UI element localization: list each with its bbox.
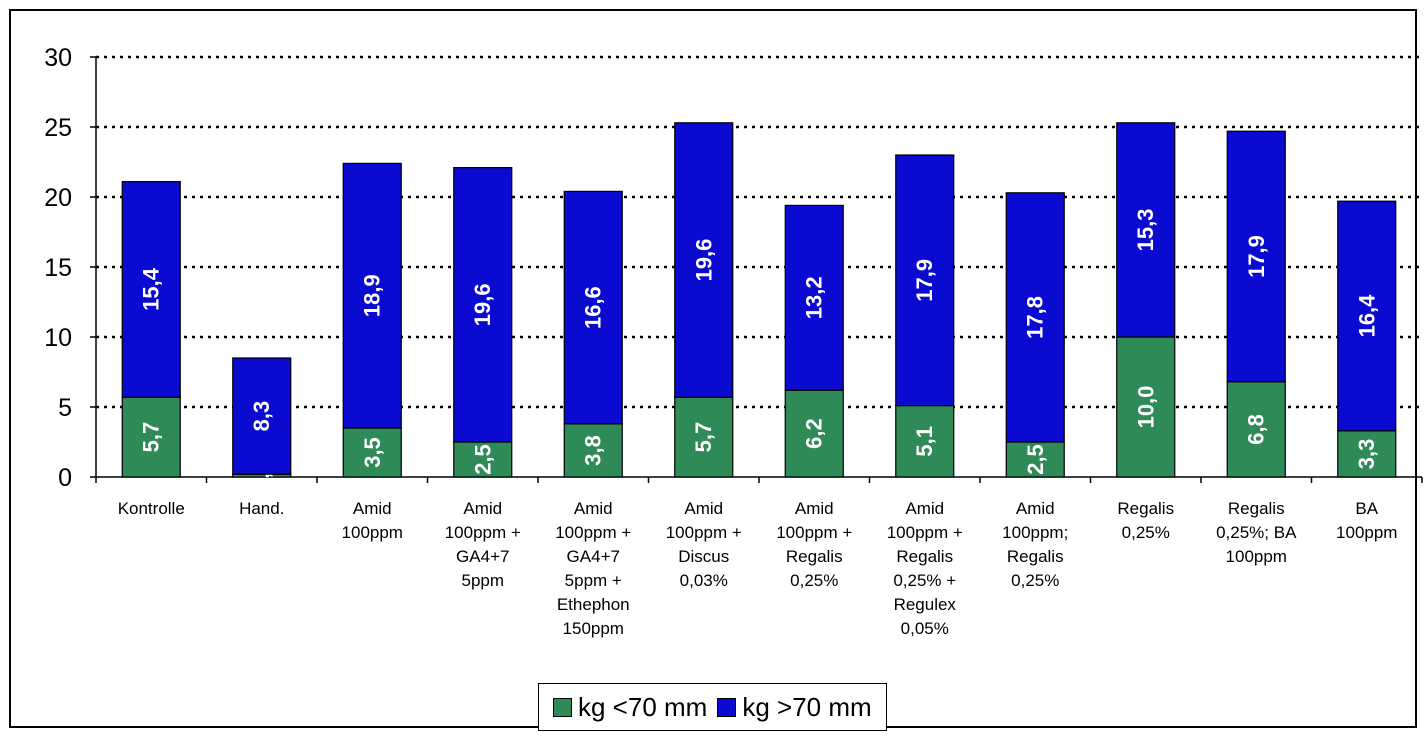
x-tick-label: Regalis — [1228, 499, 1285, 518]
data-label: 6,8 — [1244, 414, 1269, 445]
bar-segment-small — [1116, 336, 1176, 478]
x-tick-label: 100ppm — [1226, 547, 1287, 566]
legend-label-small: kg <70 mm — [578, 691, 708, 722]
bar-segment-small — [1005, 441, 1065, 478]
x-tick-label: 100ppm + — [555, 523, 631, 542]
x-tick-label: GA4+7 — [567, 547, 620, 566]
x-tick-label: 0,25% — [1011, 571, 1059, 590]
bar-segment-small — [1226, 381, 1286, 478]
x-tick-label: BA — [1355, 499, 1378, 518]
data-label: 5,7 — [139, 422, 164, 453]
x-tick-label: 0,03% — [680, 571, 728, 590]
bar-segment-large — [453, 167, 513, 443]
x-tick-label: 0,25%; BA — [1216, 523, 1297, 542]
x-tick-label: Regalis — [1117, 499, 1174, 518]
data-label: 3,5 — [360, 437, 385, 468]
data-label: 10,0 — [1133, 386, 1158, 429]
x-tick-label: 100ppm — [1336, 523, 1397, 542]
x-tick-label: Hand. — [239, 499, 284, 518]
data-label: 3,8 — [581, 435, 606, 466]
bar-segment-small — [342, 427, 402, 478]
x-tick-label: Amid — [463, 499, 502, 518]
legend-swatch-large — [717, 697, 737, 717]
data-label: 5,7 — [691, 422, 716, 453]
data-label: 17,9 — [912, 259, 937, 302]
x-tick-label: Regalis — [1007, 547, 1064, 566]
x-tick-label: 0,25% + — [893, 571, 956, 590]
y-tick-label: 30 — [44, 44, 72, 72]
bar-segment-large — [1005, 192, 1065, 443]
x-tick-label: 5ppm — [461, 571, 504, 590]
x-tick-label: 100ppm + — [445, 523, 521, 542]
bar-segment-large — [895, 154, 955, 407]
data-label: 15,3 — [1133, 208, 1158, 251]
x-tick-label: Amid — [905, 499, 944, 518]
legend-item-large: kg >70 mm — [717, 691, 872, 723]
legend-label-large: kg >70 mm — [742, 691, 872, 722]
x-tick-label: Amid — [353, 499, 392, 518]
y-tick-label: 0 — [58, 464, 72, 492]
x-tick-label: Discus — [678, 547, 729, 566]
x-tick-label: 100ppm — [342, 523, 403, 542]
data-label: 19,6 — [470, 283, 495, 326]
data-label: 2,5 — [470, 444, 495, 475]
data-label: 6,2 — [802, 418, 827, 449]
bar-segment-large — [784, 204, 844, 391]
x-tick-label: Kontrolle — [118, 499, 185, 518]
x-tick-label: Ethephon — [557, 595, 630, 614]
data-label: 18,9 — [360, 274, 385, 317]
legend-item-small: kg <70 mm — [553, 692, 707, 723]
data-label: 3,3 — [1354, 439, 1379, 470]
bar-segment-large — [1116, 122, 1176, 338]
x-tick-label: Regalis — [896, 547, 953, 566]
data-label: 17,8 — [1023, 296, 1048, 339]
data-label: 8,3 — [249, 401, 274, 432]
y-tick-label: 25 — [44, 114, 72, 142]
x-tick-label: 100ppm; — [1002, 523, 1068, 542]
x-tick-label: 0,25% — [1122, 523, 1170, 542]
legend: kg <70 mm kg >70 mm — [538, 683, 887, 731]
x-tick-label: 150ppm — [563, 619, 624, 638]
x-tick-label: 0,25% — [790, 571, 838, 590]
bar-segment-large — [121, 181, 181, 398]
bar-segment-small — [121, 396, 181, 478]
y-tick-label: 20 — [44, 184, 72, 212]
bar-segment-large — [342, 162, 402, 429]
x-tick-label: 100ppm + — [666, 523, 742, 542]
data-label: 16,4 — [1354, 294, 1379, 338]
x-tick-label: GA4+7 — [456, 547, 509, 566]
x-tick-label: 100ppm + — [887, 523, 963, 542]
bar-segment-small — [1337, 430, 1397, 478]
x-tick-label: Amid — [574, 499, 613, 518]
bar-segment-large — [1226, 130, 1286, 383]
x-tick-label: Amid — [795, 499, 834, 518]
data-label: 2,5 — [1023, 444, 1048, 475]
bar-segment-large — [674, 122, 734, 398]
data-label: 13,2 — [802, 276, 827, 319]
x-tick-label: Amid — [684, 499, 723, 518]
x-tick-label: Regulex — [894, 595, 957, 614]
data-label: 15,4 — [139, 267, 164, 311]
legend-swatch-small — [553, 697, 572, 717]
y-tick-label: 10 — [44, 324, 72, 352]
x-tick-label: 100ppm + — [776, 523, 852, 542]
bar-segment-large — [563, 190, 623, 425]
data-label: 5,1 — [912, 426, 937, 457]
x-tick-label: 5ppm + — [565, 571, 622, 590]
data-label: 17,9 — [1244, 235, 1269, 278]
bar-segment-small — [453, 441, 513, 478]
bar-segment-small — [563, 423, 623, 478]
data-label: 19,6 — [691, 239, 716, 282]
bar-segment-large — [1337, 200, 1397, 432]
y-tick-label: 15 — [44, 254, 72, 282]
bar-segment-large — [232, 357, 292, 475]
y-tick-label: 5 — [58, 394, 72, 422]
x-tick-label: 0,05% — [901, 619, 949, 638]
x-tick-label: Regalis — [786, 547, 843, 566]
data-label: 16,6 — [581, 286, 606, 329]
x-tick-label: Amid — [1016, 499, 1055, 518]
